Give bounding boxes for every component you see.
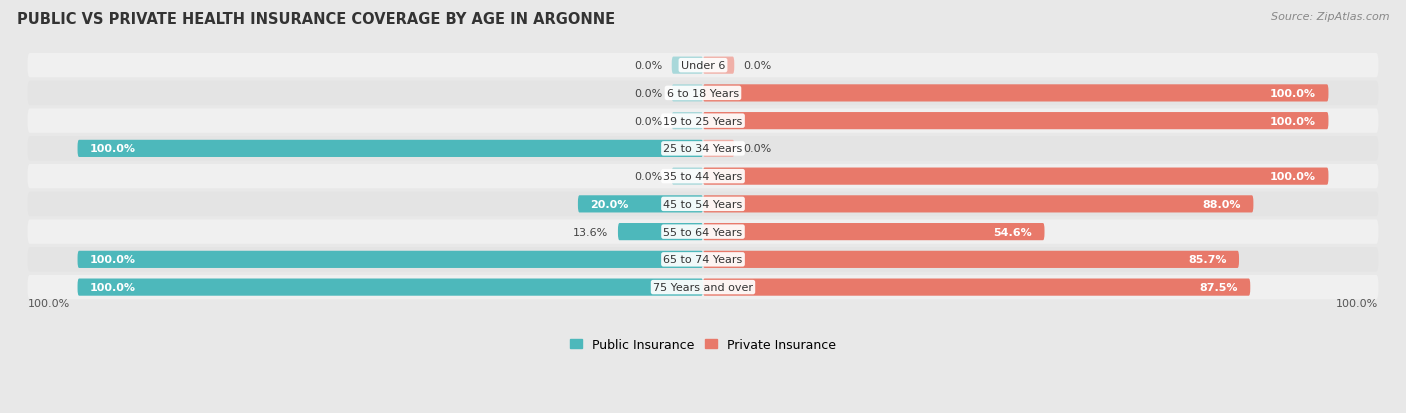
FancyBboxPatch shape [703, 57, 734, 75]
FancyBboxPatch shape [28, 54, 1378, 78]
FancyBboxPatch shape [28, 164, 1378, 189]
FancyBboxPatch shape [703, 279, 1250, 296]
FancyBboxPatch shape [703, 85, 1329, 102]
Text: 54.6%: 54.6% [993, 227, 1032, 237]
Legend: Public Insurance, Private Insurance: Public Insurance, Private Insurance [565, 333, 841, 356]
Text: PUBLIC VS PRIVATE HEALTH INSURANCE COVERAGE BY AGE IN ARGONNE: PUBLIC VS PRIVATE HEALTH INSURANCE COVER… [17, 12, 614, 27]
Text: 100.0%: 100.0% [1270, 89, 1316, 99]
Text: 19 to 25 Years: 19 to 25 Years [664, 116, 742, 126]
Text: 75 Years and over: 75 Years and over [652, 282, 754, 292]
Text: 100.0%: 100.0% [28, 299, 70, 309]
FancyBboxPatch shape [578, 196, 703, 213]
FancyBboxPatch shape [28, 247, 1378, 272]
Text: 45 to 54 Years: 45 to 54 Years [664, 199, 742, 209]
FancyBboxPatch shape [77, 279, 703, 296]
Text: 35 to 44 Years: 35 to 44 Years [664, 172, 742, 182]
Text: 87.5%: 87.5% [1199, 282, 1237, 292]
Text: 0.0%: 0.0% [634, 61, 662, 71]
FancyBboxPatch shape [28, 220, 1378, 244]
Text: 88.0%: 88.0% [1202, 199, 1241, 209]
FancyBboxPatch shape [672, 168, 703, 185]
FancyBboxPatch shape [672, 57, 703, 75]
Text: 100.0%: 100.0% [90, 144, 136, 154]
Text: 0.0%: 0.0% [634, 116, 662, 126]
FancyBboxPatch shape [28, 109, 1378, 133]
Text: 100.0%: 100.0% [1336, 299, 1378, 309]
Text: Source: ZipAtlas.com: Source: ZipAtlas.com [1271, 12, 1389, 22]
Text: 65 to 74 Years: 65 to 74 Years [664, 255, 742, 265]
Text: 13.6%: 13.6% [574, 227, 609, 237]
Text: 25 to 34 Years: 25 to 34 Years [664, 144, 742, 154]
FancyBboxPatch shape [77, 140, 703, 158]
Text: 0.0%: 0.0% [744, 61, 772, 71]
FancyBboxPatch shape [28, 81, 1378, 106]
Text: Under 6: Under 6 [681, 61, 725, 71]
FancyBboxPatch shape [672, 113, 703, 130]
FancyBboxPatch shape [703, 196, 1253, 213]
Text: 85.7%: 85.7% [1188, 255, 1226, 265]
FancyBboxPatch shape [28, 192, 1378, 216]
Text: 6 to 18 Years: 6 to 18 Years [666, 89, 740, 99]
FancyBboxPatch shape [703, 140, 734, 158]
FancyBboxPatch shape [703, 223, 1045, 241]
FancyBboxPatch shape [619, 223, 703, 241]
Text: 55 to 64 Years: 55 to 64 Years [664, 227, 742, 237]
FancyBboxPatch shape [703, 251, 1239, 268]
FancyBboxPatch shape [28, 137, 1378, 161]
FancyBboxPatch shape [703, 113, 1329, 130]
Text: 100.0%: 100.0% [90, 255, 136, 265]
Text: 100.0%: 100.0% [1270, 172, 1316, 182]
Text: 100.0%: 100.0% [1270, 116, 1316, 126]
Text: 0.0%: 0.0% [634, 172, 662, 182]
Text: 0.0%: 0.0% [634, 89, 662, 99]
FancyBboxPatch shape [703, 168, 1329, 185]
Text: 100.0%: 100.0% [90, 282, 136, 292]
FancyBboxPatch shape [77, 251, 703, 268]
FancyBboxPatch shape [672, 85, 703, 102]
FancyBboxPatch shape [28, 275, 1378, 299]
Text: 20.0%: 20.0% [591, 199, 628, 209]
Text: 0.0%: 0.0% [744, 144, 772, 154]
